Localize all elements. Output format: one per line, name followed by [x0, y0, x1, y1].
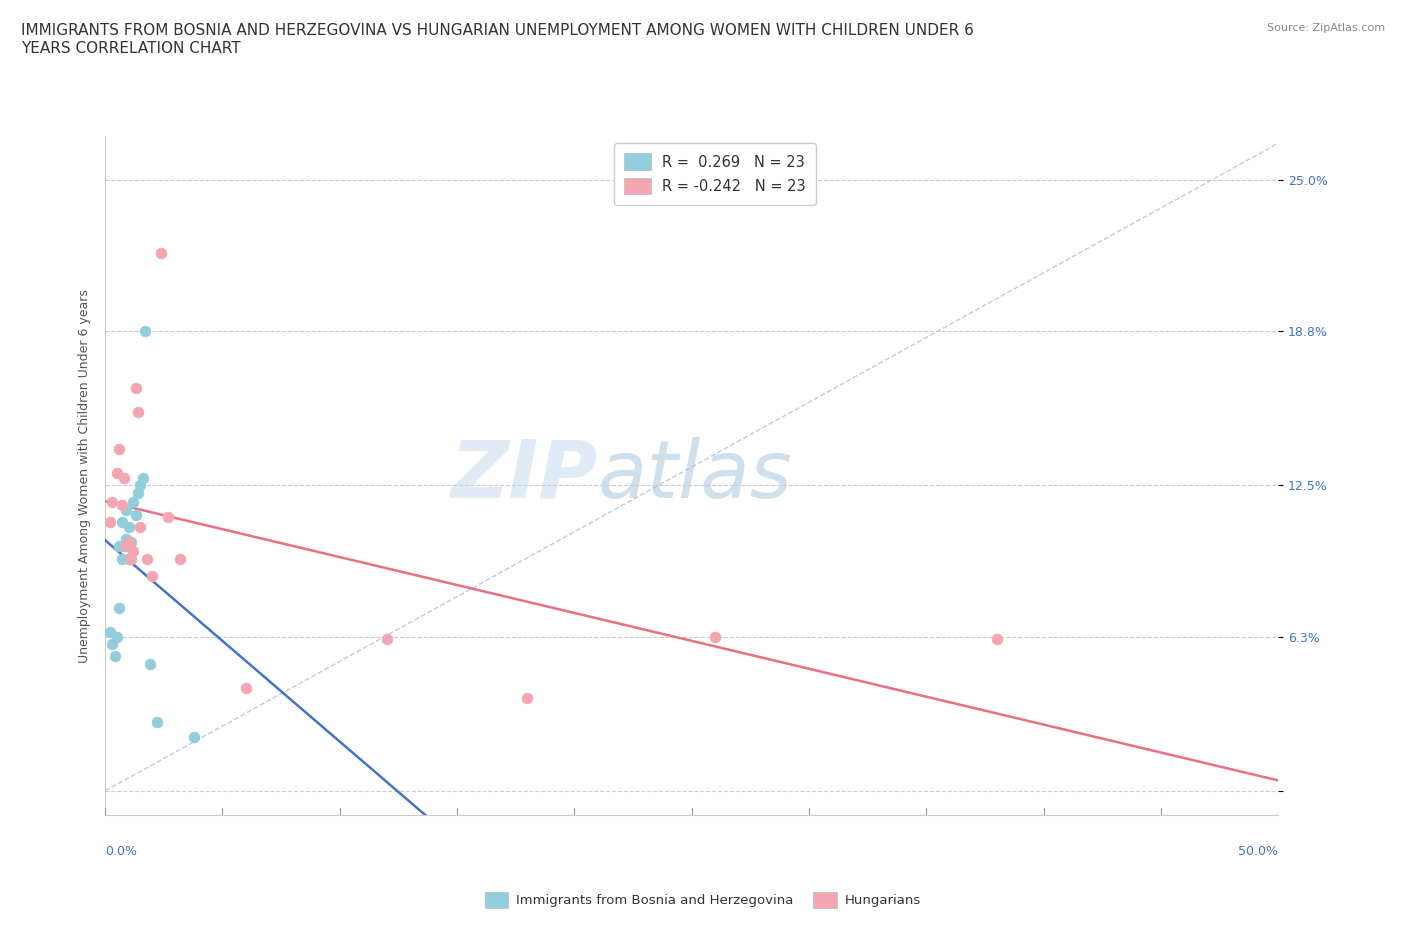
Point: [115, 502, 138, 517]
Point: [117, 520, 139, 535]
Point: [120, 534, 142, 549]
Text: 50.0%: 50.0%: [1239, 844, 1278, 857]
Point: [375, 631, 398, 646]
Legend: Immigrants from Bosnia and Herzegovina, Hungarians: Immigrants from Bosnia and Herzegovina, …: [478, 885, 928, 914]
Point: [105, 630, 128, 644]
Point: [108, 539, 131, 554]
Point: [150, 246, 173, 260]
Point: [117, 534, 139, 549]
Point: [129, 478, 152, 493]
Point: [115, 539, 138, 554]
Point: [110, 551, 132, 566]
Point: [115, 532, 138, 547]
Text: IMMIGRANTS FROM BOSNIA AND HERZEGOVINA VS HUNGARIAN UNEMPLOYMENT AMONG WOMEN WIT: IMMIGRANTS FROM BOSNIA AND HERZEGOVINA V…: [21, 23, 974, 56]
Point: [108, 441, 131, 456]
Text: atlas: atlas: [598, 436, 793, 514]
Point: [103, 649, 125, 664]
Point: [124, 380, 146, 395]
Point: [127, 485, 149, 500]
Text: 0.0%: 0.0%: [105, 844, 138, 857]
Point: [101, 495, 124, 510]
Point: [146, 715, 169, 730]
Point: [117, 551, 139, 566]
Text: Source: ZipAtlas.com: Source: ZipAtlas.com: [1267, 23, 1385, 33]
Point: [110, 514, 132, 529]
Point: [112, 539, 135, 554]
Point: [131, 471, 153, 485]
Point: [120, 551, 142, 566]
Point: [101, 637, 124, 652]
Point: [516, 691, 538, 706]
Point: [122, 544, 145, 559]
Text: ZIP: ZIP: [450, 436, 598, 514]
Point: [124, 507, 146, 522]
Point: [110, 498, 132, 512]
Point: [183, 730, 205, 745]
Legend: R =  0.269   N = 23, R = -0.242   N = 23: R = 0.269 N = 23, R = -0.242 N = 23: [614, 143, 815, 205]
Point: [235, 681, 257, 696]
Point: [122, 495, 145, 510]
Point: [136, 551, 159, 566]
Point: [134, 324, 156, 339]
Point: [141, 568, 163, 583]
Point: [127, 405, 149, 419]
Point: [98, 514, 121, 529]
Point: [129, 520, 152, 535]
Y-axis label: Unemployment Among Women with Children Under 6 years: Unemployment Among Women with Children U…: [79, 288, 91, 662]
Point: [157, 510, 180, 525]
Point: [138, 657, 160, 671]
Point: [108, 600, 131, 615]
Point: [986, 631, 1008, 646]
Point: [169, 551, 191, 566]
Point: [105, 466, 128, 481]
Point: [112, 471, 135, 485]
Point: [98, 625, 121, 640]
Point: [704, 630, 727, 644]
